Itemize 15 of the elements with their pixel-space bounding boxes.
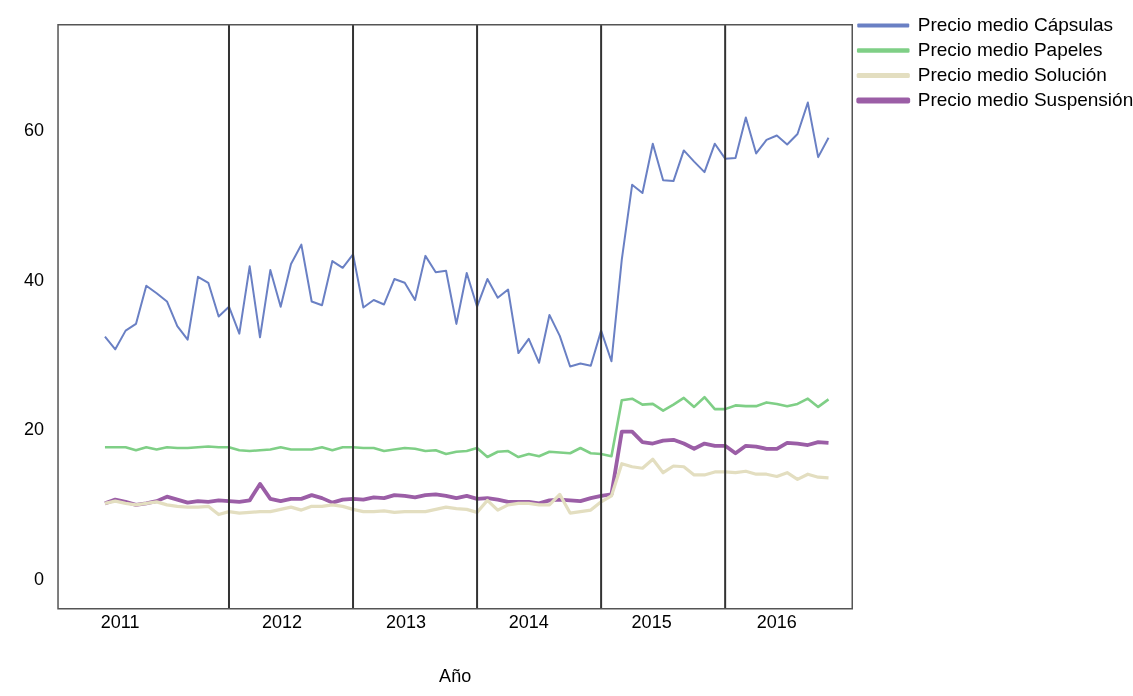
x-axis-title: Año: [439, 666, 472, 687]
x-tick-label: 2013: [386, 611, 427, 632]
y-tick-label: 20: [23, 419, 45, 440]
legend-label: Precio medio Solución: [917, 63, 1107, 85]
x-tick-label: 2015: [631, 611, 672, 632]
legend-label: Precio medio Cápsulas: [917, 13, 1114, 35]
y-tick-label: 40: [23, 269, 45, 290]
x-tick-label: 2011: [100, 611, 140, 632]
y-tick-label: 0: [34, 568, 45, 589]
x-tick-label: 2016: [756, 611, 797, 632]
legend-label: Precio medio Papeles: [917, 38, 1103, 60]
y-tick-label: 60: [23, 119, 45, 140]
legend-label: Precio medio Suspensión: [917, 88, 1133, 110]
x-tick-label: 2014: [508, 611, 549, 632]
x-tick-label: 2012: [262, 611, 303, 632]
